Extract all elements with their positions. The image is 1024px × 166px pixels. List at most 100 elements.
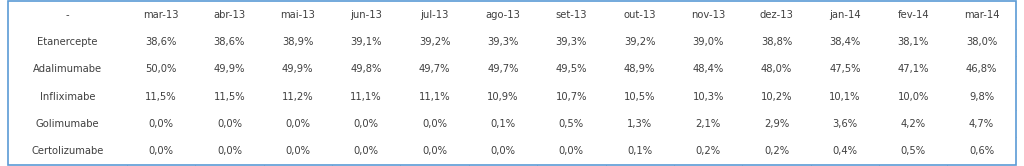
Bar <box>263 1 332 29</box>
Bar <box>263 137 332 165</box>
Bar <box>400 137 469 165</box>
Text: 48,0%: 48,0% <box>761 64 793 74</box>
Bar <box>332 1 400 29</box>
Text: 10,0%: 10,0% <box>898 92 929 102</box>
Text: 4,7%: 4,7% <box>969 119 994 129</box>
Text: 48,9%: 48,9% <box>624 64 655 74</box>
Text: 1,3%: 1,3% <box>627 119 652 129</box>
Bar <box>469 56 538 83</box>
Bar <box>469 110 538 137</box>
Bar <box>742 83 811 110</box>
Text: 0,0%: 0,0% <box>286 146 310 156</box>
Text: 49,9%: 49,9% <box>282 64 313 74</box>
Text: Etanercepte: Etanercepte <box>37 37 97 47</box>
Text: 0,0%: 0,0% <box>353 146 379 156</box>
Bar <box>127 137 196 165</box>
Text: 0,6%: 0,6% <box>969 146 994 156</box>
Text: Certolizumabe: Certolizumabe <box>32 146 103 156</box>
Text: 0,0%: 0,0% <box>217 119 242 129</box>
Bar <box>263 29 332 56</box>
Bar <box>469 29 538 56</box>
Text: 0,0%: 0,0% <box>559 146 584 156</box>
Text: -: - <box>66 10 70 20</box>
Bar <box>674 56 742 83</box>
Bar <box>538 83 605 110</box>
Text: abr-13: abr-13 <box>213 10 246 20</box>
Text: mai-13: mai-13 <box>281 10 315 20</box>
Text: 47,5%: 47,5% <box>829 64 860 74</box>
Bar <box>742 1 811 29</box>
Text: 0,1%: 0,1% <box>627 146 652 156</box>
Bar <box>263 110 332 137</box>
Bar <box>605 56 674 83</box>
Bar <box>538 137 605 165</box>
Text: 49,9%: 49,9% <box>214 64 245 74</box>
Text: 3,6%: 3,6% <box>833 119 857 129</box>
Text: Adalimumabe: Adalimumabe <box>33 64 102 74</box>
Text: 9,8%: 9,8% <box>969 92 994 102</box>
Bar <box>332 83 400 110</box>
Text: 0,0%: 0,0% <box>286 119 310 129</box>
Bar <box>538 29 605 56</box>
Text: 10,2%: 10,2% <box>761 92 793 102</box>
Bar <box>879 110 947 137</box>
Text: 0,0%: 0,0% <box>148 119 173 129</box>
Text: 38,1%: 38,1% <box>898 37 929 47</box>
Text: 39,0%: 39,0% <box>692 37 724 47</box>
Bar <box>947 110 1016 137</box>
Bar <box>196 83 263 110</box>
Text: 38,6%: 38,6% <box>214 37 245 47</box>
Bar <box>400 110 469 137</box>
Text: 11,5%: 11,5% <box>214 92 245 102</box>
Text: 10,7%: 10,7% <box>556 92 587 102</box>
Text: mar-14: mar-14 <box>964 10 999 20</box>
Text: 0,0%: 0,0% <box>148 146 173 156</box>
Text: dez-13: dez-13 <box>760 10 794 20</box>
Bar <box>332 29 400 56</box>
Bar <box>605 1 674 29</box>
Text: 10,9%: 10,9% <box>487 92 519 102</box>
Text: 38,0%: 38,0% <box>966 37 997 47</box>
Bar <box>538 1 605 29</box>
Bar <box>400 56 469 83</box>
Text: fev-14: fev-14 <box>897 10 929 20</box>
Bar <box>400 1 469 29</box>
Text: jun-13: jun-13 <box>350 10 382 20</box>
Text: 11,5%: 11,5% <box>145 92 177 102</box>
Bar <box>811 29 879 56</box>
Text: 49,5%: 49,5% <box>556 64 587 74</box>
Bar <box>879 137 947 165</box>
Bar <box>469 1 538 29</box>
Text: 4,2%: 4,2% <box>901 119 926 129</box>
Text: 50,0%: 50,0% <box>145 64 177 74</box>
Text: mar-13: mar-13 <box>143 10 179 20</box>
Bar <box>947 83 1016 110</box>
Bar <box>469 137 538 165</box>
Bar <box>811 137 879 165</box>
Bar <box>538 56 605 83</box>
Text: 0,0%: 0,0% <box>422 119 447 129</box>
Text: 0,0%: 0,0% <box>490 146 515 156</box>
Text: 11,2%: 11,2% <box>282 92 313 102</box>
Bar <box>742 56 811 83</box>
Text: 2,9%: 2,9% <box>764 119 790 129</box>
Bar <box>196 56 263 83</box>
Bar <box>263 56 332 83</box>
Text: 0,2%: 0,2% <box>764 146 790 156</box>
Bar <box>196 137 263 165</box>
Text: 0,5%: 0,5% <box>559 119 584 129</box>
Bar <box>674 83 742 110</box>
Text: 0,5%: 0,5% <box>901 146 926 156</box>
Bar <box>879 56 947 83</box>
Text: ago-13: ago-13 <box>485 10 520 20</box>
Bar <box>811 83 879 110</box>
Bar <box>947 137 1016 165</box>
Bar <box>605 137 674 165</box>
Bar <box>605 110 674 137</box>
Text: set-13: set-13 <box>556 10 587 20</box>
Text: 49,8%: 49,8% <box>350 64 382 74</box>
Bar <box>196 1 263 29</box>
Text: 0,2%: 0,2% <box>695 146 721 156</box>
Bar <box>947 29 1016 56</box>
Text: 48,4%: 48,4% <box>692 64 724 74</box>
